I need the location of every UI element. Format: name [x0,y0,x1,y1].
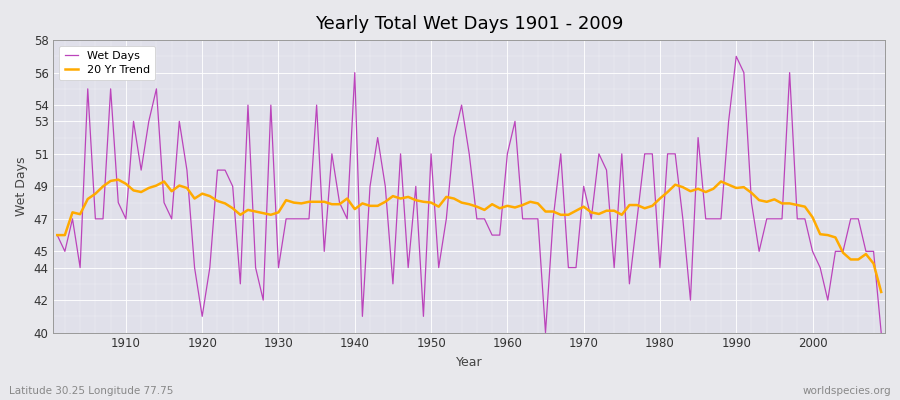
20 Yr Trend [121,181,131,186]
20 Yr Trend [52,233,63,238]
Legend: Wet Days, 20 Yr Trend: Wet Days, 20 Yr Trend [59,46,156,80]
20 Yr Trend [288,200,299,205]
X-axis label: Year: Year [456,356,482,369]
Wet Days [327,152,338,156]
20 Yr Trend [502,204,513,208]
Wet Days [731,54,742,59]
Wet Days [502,152,513,156]
20 Yr Trend [601,208,612,213]
Wet Days [494,233,505,238]
Wet Days [876,330,886,335]
Wet Days [540,330,551,335]
20 Yr Trend [334,202,345,207]
Title: Yearly Total Wet Days 1901 - 2009: Yearly Total Wet Days 1901 - 2009 [315,15,624,33]
Wet Days [52,233,63,238]
Y-axis label: Wet Days: Wet Days [15,156,28,216]
Wet Days [601,168,612,172]
20 Yr Trend [112,177,123,182]
Wet Days [281,216,292,221]
Wet Days [112,200,123,205]
20 Yr Trend [876,290,886,294]
Text: Latitude 30.25 Longitude 77.75: Latitude 30.25 Longitude 77.75 [9,386,174,396]
Line: Wet Days: Wet Days [58,56,881,332]
Line: 20 Yr Trend: 20 Yr Trend [58,180,881,292]
Text: worldspecies.org: worldspecies.org [803,386,891,396]
20 Yr Trend [509,205,520,210]
